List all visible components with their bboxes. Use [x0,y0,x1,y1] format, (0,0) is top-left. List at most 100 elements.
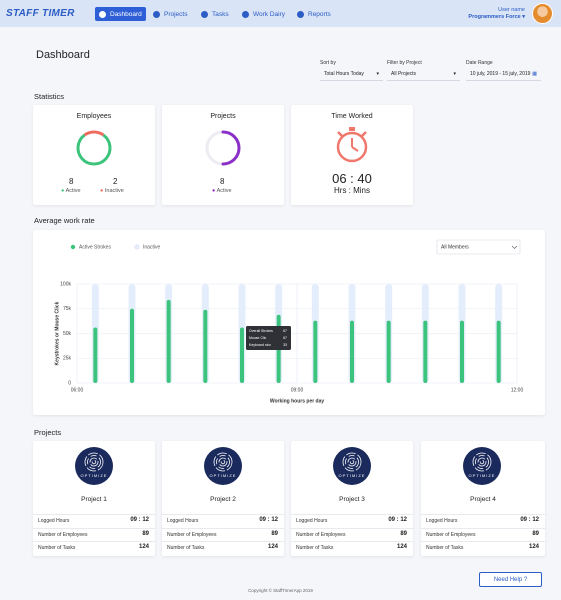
filter-value: Total Hours Today [324,71,364,77]
row-value: 124 [138,544,149,550]
y-tick-label: 75k [63,306,72,312]
project-name: Project 2 [210,496,236,503]
row-value: 09 : 12 [520,517,539,523]
row-value: 124 [267,544,278,550]
user-org[interactable]: Programmers Force ▾ [468,14,525,20]
logo-ring [472,452,492,472]
divider [421,527,545,529]
user-org-label: Programmers Force [468,14,521,20]
inactive-count: 2 [113,177,118,186]
row-label: Logged Hours [426,518,458,524]
card-title: Time Worked [331,113,373,120]
filter-value: All Projects [391,71,417,77]
divider [162,541,284,542]
divider [162,514,284,515]
nav-item[interactable]: Work Dairy [238,7,289,21]
divider [291,541,413,542]
nav-item[interactable]: Projects [149,7,191,21]
filter-select[interactable]: Total Hours Today ▾ [320,68,383,81]
active-bar [386,320,391,383]
logo-ring [91,459,97,465]
logo-text: OPTIMIZE [81,473,108,478]
calendar-icon: ▦ [532,71,537,77]
row-value: 89 [400,530,407,537]
nav-icon [242,10,249,18]
section-title: Projects [34,428,62,437]
active-count: 8 [69,177,74,186]
legend-label: Active Strokes [79,244,111,250]
employees-card: Employees 8 ● Active 2 ● Inactive [33,105,155,205]
date-range[interactable]: 10 july, 2019 - 15 july, 2019 ▦ [466,68,541,81]
project-card: OPTIMIZE Project 1 Logged Hours 09 : 12 Numb… [33,441,155,556]
row-label: Number of Employees [426,531,476,538]
project-name: Project 4 [470,496,496,503]
x-tick-label: 09:00 [291,387,304,393]
row-label: Logged Hours [296,518,328,524]
divider [291,527,413,529]
row-value: 124 [396,544,407,550]
time-unit: Hrs : Mins [334,186,370,195]
donut-active [76,133,112,166]
member-filter[interactable] [436,239,521,255]
help-button[interactable]: Need Help ? [479,572,542,587]
logo[interactable]: STAFF TIMER [6,8,75,19]
logo-ring [345,455,359,469]
ring-arc [221,130,241,166]
row-value: 09 : 12 [130,517,149,523]
legend-label: Inactive [104,188,124,194]
logo-text: OPTIMIZE [210,473,237,478]
active-bar [496,320,501,383]
active-bar [203,309,208,383]
nav-icon [153,10,160,18]
project-name: Project 3 [339,496,365,503]
logo-ring [475,455,489,469]
tooltip-value: 33 [283,343,287,347]
row-value: 124 [528,544,539,550]
logo-text: OPTIMIZE [469,473,496,478]
row-label: Number of Employees [296,531,346,538]
row-label: Number of Tasks [426,545,464,551]
footer: Copyright © StaffTimerApp 2019 [248,588,313,593]
stopwatch-icon [336,127,368,163]
avatar[interactable] [532,3,553,24]
filter-label: Sort by [320,60,336,66]
user-name[interactable]: User name [498,7,525,13]
tooltip [246,326,291,350]
y-tick-label: 25k [63,356,72,362]
nav-item[interactable]: Tasks [197,7,233,21]
nav-item[interactable]: Reports [293,7,335,21]
inactive-label: ● Inactive [100,188,124,194]
project-card: OPTIMIZE Project 3 Logged Hours 09 : 12 Numb… [291,441,413,556]
chart: 0 25k 50k 75k 100k 06:00 09:00 12:00 Keystrokes … [54,239,523,404]
member-filter-label: All Members [441,244,469,250]
row-label: Number of Employees [38,531,88,538]
divider [291,514,413,515]
divider [33,541,155,542]
filter-select[interactable]: All Projects ▾ [387,68,460,81]
filter-label: Filter by Project [387,60,422,66]
row-label: Number of Tasks [38,545,76,551]
watch-knob [349,127,355,131]
nav-icon [99,10,106,18]
project-logo: OPTIMIZE [75,447,113,485]
legend-label: Active [65,188,81,194]
logo-ring [477,457,487,467]
nav-label: Tasks [212,10,229,18]
logo-ring [84,452,104,472]
legend-marker [134,244,140,250]
row-value: 89 [271,530,278,537]
nav-label: Work Dairy [253,10,286,18]
nav-item[interactable]: Dashboard [95,7,146,21]
project-card: OPTIMIZE Project 2 Logged Hours 09 : 12 Numb… [162,441,284,556]
employees-donut [76,130,112,166]
active-bar [130,308,134,383]
row-value: 89 [142,530,149,537]
legend-marker [70,244,76,250]
project-logo: OPTIMIZE [204,447,242,485]
time-card: Time Worked 06 : 40 Hrs : Mins [291,105,413,205]
nav-label: Projects [164,10,188,18]
active-bar [313,320,318,383]
project-card: OPTIMIZE Project 4 Logged Hours 09 : 12 Numb… [421,441,545,556]
caret: ▾ [453,71,456,77]
